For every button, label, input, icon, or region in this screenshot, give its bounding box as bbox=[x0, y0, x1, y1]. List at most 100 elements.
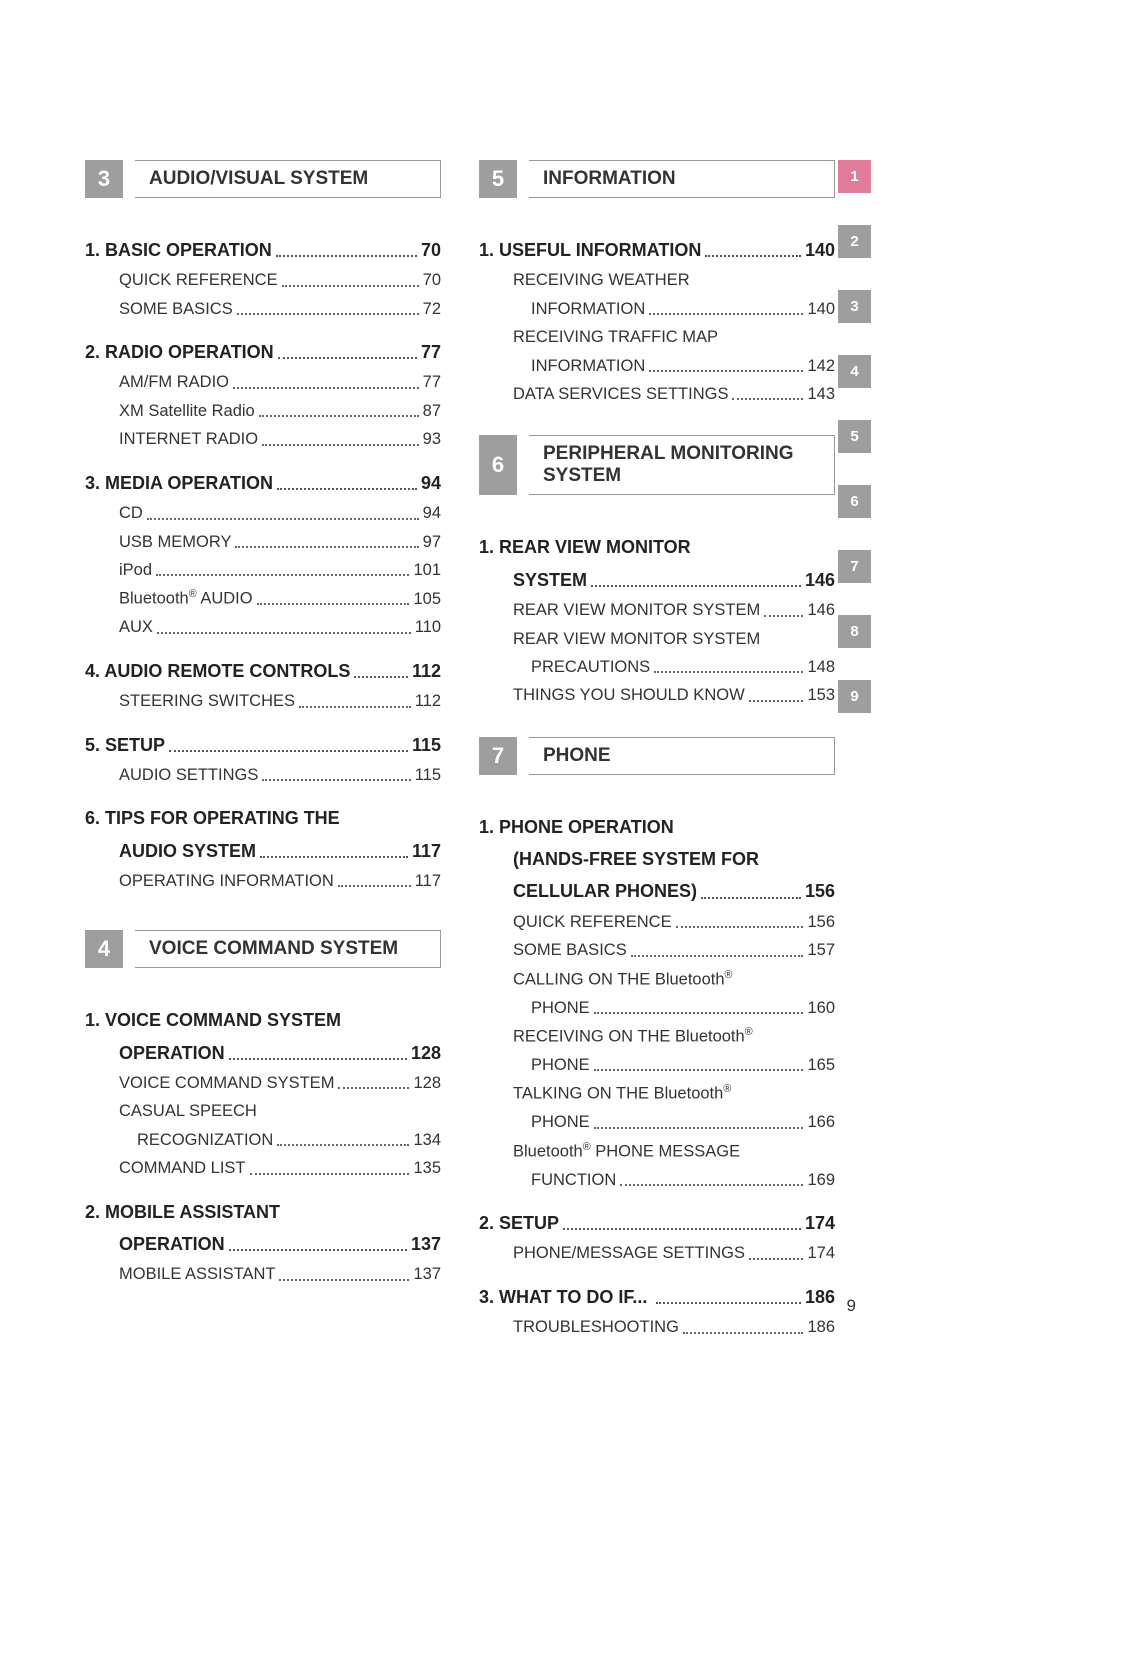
toc-section: 1. REAR VIEW MONITORSYSTEM146REAR VIEW M… bbox=[479, 535, 835, 706]
leader-dots bbox=[631, 955, 804, 957]
toc-entry: USB MEMORY97 bbox=[85, 532, 441, 553]
chapter-number: 3 bbox=[85, 160, 123, 198]
entry-page: 87 bbox=[423, 401, 441, 422]
section-page: 117 bbox=[412, 839, 441, 863]
chapter-number: 6 bbox=[479, 435, 517, 495]
section-page: 140 bbox=[805, 238, 835, 262]
toc-section: 1. USEFUL INFORMATION140RECEIVING WEATHE… bbox=[479, 238, 835, 405]
entry-label: INFORMATION bbox=[531, 299, 645, 320]
leader-dots bbox=[156, 574, 409, 576]
entry-label: SOME BASICS bbox=[119, 299, 233, 320]
entry-label: RECEIVING ON THE Bluetooth® bbox=[513, 1026, 753, 1048]
section-heading-line: 6. TIPS FOR OPERATING THE bbox=[85, 806, 441, 830]
section-label: 2. MOBILE ASSISTANT bbox=[85, 1200, 280, 1224]
leader-dots bbox=[764, 615, 803, 617]
entry-label: AUDIO SETTINGS bbox=[119, 765, 258, 786]
section-heading: 1. BASIC OPERATION70 bbox=[85, 238, 441, 262]
chapter-header: 7PHONE bbox=[479, 737, 835, 775]
entry-page: 157 bbox=[807, 940, 835, 961]
side-tab-1[interactable]: 1 bbox=[838, 160, 871, 193]
section-label: 1. PHONE OPERATION bbox=[479, 815, 674, 839]
toc-entry: TROUBLESHOOTING186 bbox=[479, 1317, 835, 1338]
chapter: 5INFORMATION1. USEFUL INFORMATION140RECE… bbox=[479, 160, 835, 425]
leader-dots bbox=[147, 518, 419, 520]
entry-page: 97 bbox=[423, 532, 441, 553]
toc-entry: OPERATING INFORMATION117 bbox=[85, 871, 441, 892]
section-label: OPERATION bbox=[85, 1232, 225, 1256]
side-tab-7[interactable]: 7 bbox=[838, 550, 871, 583]
leader-dots bbox=[620, 1184, 803, 1186]
section-heading: 2. SETUP174 bbox=[479, 1211, 835, 1235]
section-label: (HANDS-FREE SYSTEM FOR bbox=[479, 847, 759, 871]
section-label: 2. RADIO OPERATION bbox=[85, 340, 274, 364]
side-tab-4[interactable]: 4 bbox=[838, 355, 871, 388]
leader-dots bbox=[250, 1173, 410, 1175]
toc-entry-line: RECEIVING ON THE Bluetooth® bbox=[479, 1026, 835, 1048]
toc-entry: INFORMATION142 bbox=[479, 356, 835, 377]
toc-section: 3. WHAT TO DO IF... 186 TROUBLESHOOTING18… bbox=[479, 1285, 835, 1339]
leader-dots bbox=[563, 1228, 801, 1230]
side-tab-2[interactable]: 2 bbox=[838, 225, 871, 258]
toc-entry: XM Satellite Radio87 bbox=[85, 401, 441, 422]
toc-entry: AUDIO SETTINGS115 bbox=[85, 765, 441, 786]
section-heading: OPERATION137 bbox=[85, 1232, 441, 1256]
section-label: OPERATION bbox=[85, 1041, 225, 1065]
entry-page: 146 bbox=[807, 600, 835, 621]
section-label: SYSTEM bbox=[479, 568, 587, 592]
leader-dots bbox=[277, 488, 417, 490]
chapter-header: 3AUDIO/VISUAL SYSTEM bbox=[85, 160, 441, 198]
side-tab-5[interactable]: 5 bbox=[838, 420, 871, 453]
entry-page: 165 bbox=[807, 1055, 835, 1076]
toc-entry: PHONE160 bbox=[479, 998, 835, 1019]
side-tab-3[interactable]: 3 bbox=[838, 290, 871, 323]
entry-label: VOICE COMMAND SYSTEM bbox=[119, 1073, 334, 1094]
toc-entry: INTERNET RADIO93 bbox=[85, 429, 441, 450]
toc-entry: MOBILE ASSISTANT137 bbox=[85, 1264, 441, 1285]
chapter: 6PERIPHERAL MONITORING SYSTEM1. REAR VIE… bbox=[479, 435, 835, 726]
entry-page: 101 bbox=[413, 560, 441, 581]
section-heading: OPERATION128 bbox=[85, 1041, 441, 1065]
entry-label: iPod bbox=[119, 560, 152, 581]
entry-label: AM/FM RADIO bbox=[119, 372, 229, 393]
entry-page: 174 bbox=[807, 1243, 835, 1264]
entry-page: 93 bbox=[423, 429, 441, 450]
section-heading: 5. SETUP115 bbox=[85, 733, 441, 757]
entry-page: 160 bbox=[807, 998, 835, 1019]
chapter: 7PHONE 1. PHONE OPERATION (HANDS-FREE SYST… bbox=[479, 737, 835, 1359]
side-tab-9[interactable]: 9 bbox=[838, 680, 871, 713]
page-number: 9 bbox=[847, 1296, 856, 1316]
entry-page: 148 bbox=[807, 657, 835, 678]
leader-dots bbox=[259, 415, 419, 417]
leader-dots bbox=[282, 285, 419, 287]
chapter-header: 6PERIPHERAL MONITORING SYSTEM bbox=[479, 435, 835, 495]
entry-page: 72 bbox=[423, 299, 441, 320]
side-tab-8[interactable]: 8 bbox=[838, 615, 871, 648]
side-tab-6[interactable]: 6 bbox=[838, 485, 871, 518]
leader-dots bbox=[233, 387, 419, 389]
toc-entry: VOICE COMMAND SYSTEM128 bbox=[85, 1073, 441, 1094]
entry-page: 70 bbox=[423, 270, 441, 291]
chapter-number: 5 bbox=[479, 160, 517, 198]
section-label: 3. MEDIA OPERATION bbox=[85, 471, 273, 495]
leader-dots bbox=[229, 1249, 407, 1251]
leader-dots bbox=[229, 1058, 407, 1060]
section-page: 156 bbox=[805, 879, 835, 903]
entry-page: 112 bbox=[415, 691, 441, 712]
toc-section: 1. BASIC OPERATION70QUICK REFERENCE70SOM… bbox=[85, 238, 441, 320]
toc-entry: PHONE165 bbox=[479, 1055, 835, 1076]
entry-label: AUX bbox=[119, 617, 153, 638]
entry-page: 166 bbox=[807, 1112, 835, 1133]
toc-entry: iPod 101 bbox=[85, 560, 441, 581]
section-heading: CELLULAR PHONES)156 bbox=[479, 879, 835, 903]
section-heading: 3. WHAT TO DO IF... 186 bbox=[479, 1285, 835, 1309]
entry-label: Bluetooth® PHONE MESSAGE bbox=[513, 1141, 740, 1163]
chapter-header: 5INFORMATION bbox=[479, 160, 835, 198]
section-heading-line: 1. PHONE OPERATION bbox=[479, 815, 835, 839]
entry-page: 77 bbox=[423, 372, 441, 393]
toc-entry-line: Bluetooth® PHONE MESSAGE bbox=[479, 1141, 835, 1163]
toc-entry: COMMAND LIST135 bbox=[85, 1158, 441, 1179]
entry-page: 94 bbox=[423, 503, 441, 524]
section-page: 146 bbox=[805, 568, 835, 592]
chapter-title: VOICE COMMAND SYSTEM bbox=[149, 938, 398, 960]
entry-label: FUNCTION bbox=[531, 1170, 616, 1191]
